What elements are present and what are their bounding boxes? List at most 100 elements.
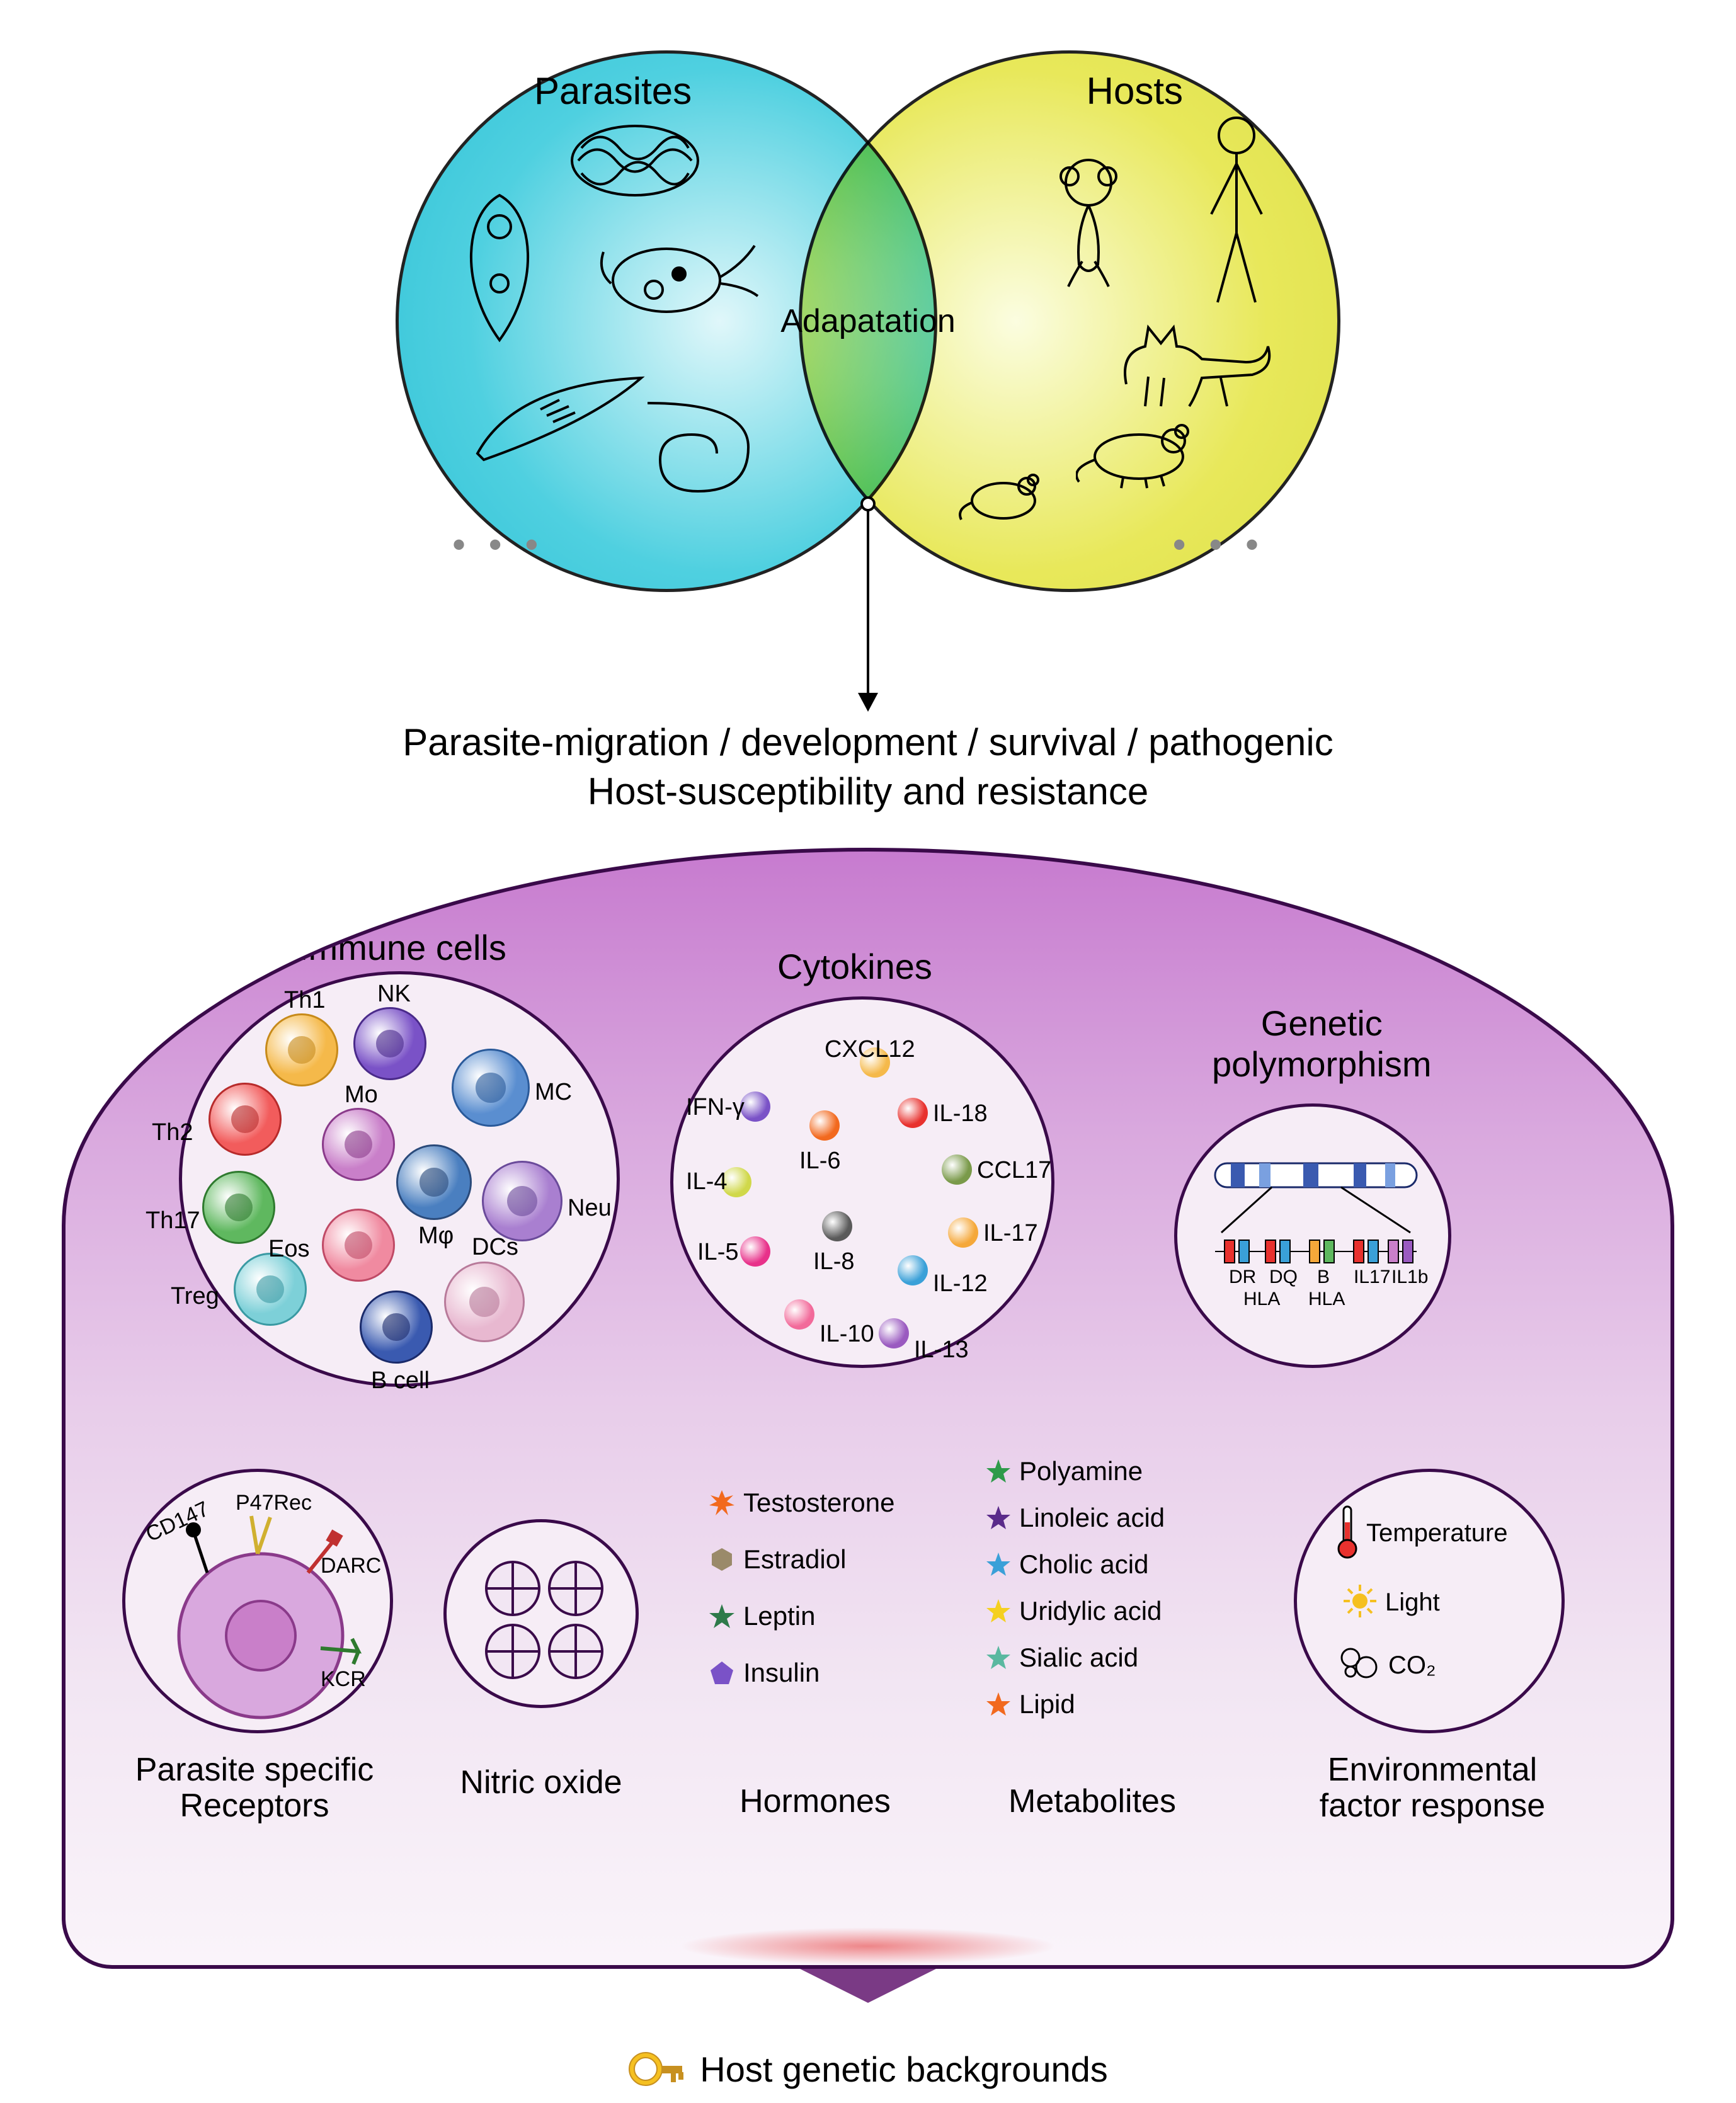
rec-darc: DARC [321, 1554, 381, 1578]
cytokine-label: IL-8 [813, 1248, 854, 1275]
key-icon [628, 2041, 685, 2097]
metabolite-item: Linoleic acid [985, 1503, 1165, 1533]
hormone-item: Leptin [708, 1601, 894, 1631]
host-human-icon [1196, 113, 1277, 315]
cytokine-il-5 [740, 1236, 770, 1267]
cytokines-circle: CXCL12 IFN-γ IL-6 IL-18 IL-4 CCL17 IL-5 IL-8 IL-… [670, 996, 1054, 1368]
venn-diagram: Parasites Hosts Adapatation • • • • • • [333, 38, 1403, 605]
cytokines-title: Cytokines [777, 946, 932, 987]
metabolite-star-icon [985, 1458, 1012, 1485]
metabolite-item: Uridylic acid [985, 1596, 1165, 1626]
immune-cell-label: NK [377, 981, 411, 1008]
metabolite-label: Linoleic acid [1019, 1503, 1165, 1533]
venn-arrow [867, 504, 869, 699]
metabolite-star-icon [985, 1644, 1012, 1671]
svg-text:HLA: HLA [1308, 1289, 1345, 1309]
parasite-trypanosome-icon [465, 365, 654, 472]
cytokine-label: IL-12 [933, 1270, 988, 1297]
immune-cell-label: Mo [345, 1081, 378, 1108]
env-co2-label: CO₂ [1388, 1651, 1436, 1680]
cytokine-label: CXCL12 [825, 1036, 915, 1063]
immune-cell-label: DCs [472, 1234, 518, 1261]
immune-cell-th17 [202, 1171, 275, 1244]
immune-cell-label: MC [535, 1079, 572, 1106]
svg-text:DR: DR [1229, 1267, 1256, 1287]
light-icon [1341, 1582, 1379, 1620]
metabolite-star-icon [985, 1598, 1012, 1624]
immune-cell-th2 [208, 1083, 282, 1156]
immune-cell-mφ [396, 1144, 472, 1220]
svg-text:IL17: IL17 [1354, 1267, 1390, 1287]
env-circle: Temperature Light CO₂ [1294, 1469, 1565, 1733]
immune-cell-eos [322, 1209, 395, 1282]
cytokine-label: IL-6 [799, 1148, 840, 1175]
hormone-label: Testosterone [743, 1488, 894, 1518]
cytokine-label: IL-18 [933, 1100, 988, 1127]
cytokine-il-6 [809, 1110, 840, 1141]
host-mouse-icon [956, 466, 1051, 529]
thermometer-icon [1335, 1503, 1360, 1560]
cytokine-label: IL-13 [914, 1336, 969, 1364]
venn-dots-left: • • • [452, 523, 544, 566]
cytokine-il-18 [898, 1098, 928, 1128]
arrow-origin-icon [860, 496, 876, 511]
cytokine-il-10 [784, 1299, 814, 1330]
immune-cell-label: B cell [371, 1367, 430, 1394]
cytokine-label: IL-5 [697, 1239, 738, 1266]
metabolite-star-icon [985, 1551, 1012, 1578]
metabolite-star-icon [985, 1691, 1012, 1718]
immune-cell-nk [353, 1007, 426, 1080]
immune-cells-title: Immune cells [299, 927, 506, 968]
receptors-circle: CD147 P47Rec DARC KCR [122, 1469, 393, 1733]
genetic-title: Genetic polymorphism [1212, 1003, 1432, 1085]
immune-cells-circle: Th1Th2Th17TregNKMoMφEosB cellMCNeuDCs [179, 971, 620, 1387]
parasite-fluke-icon [446, 189, 553, 346]
hormone-shape-icon [708, 1659, 736, 1687]
hormone-label: Estradiol [743, 1544, 846, 1575]
metabolite-label: Polyamine [1019, 1456, 1143, 1486]
cytokine-il-12 [898, 1255, 928, 1285]
env-title: Environmental factor response [1275, 1752, 1590, 1824]
cytokine-label: IFN-γ [686, 1094, 745, 1121]
parasite-mito-icon [566, 120, 704, 202]
parasite-flagellate-icon [597, 227, 761, 334]
rec-p47: P47Rec [236, 1491, 312, 1515]
env-light-label: Light [1385, 1588, 1440, 1617]
co2-icon [1338, 1645, 1382, 1680]
cytokine-ifn-γ [740, 1091, 770, 1122]
mid-line2: Host-susceptibility and resistance [403, 767, 1333, 816]
venn-arrowhead-icon [858, 693, 878, 712]
immune-cell-label: Th17 [146, 1207, 200, 1234]
cytokine-il-8 [822, 1211, 852, 1241]
hormone-shape-icon [708, 1602, 736, 1630]
cytokine-label: CCL17 [977, 1157, 1051, 1184]
cytokine-il-17 [948, 1217, 978, 1248]
host-monkey-icon [1038, 151, 1139, 290]
immune-cell-th1 [265, 1013, 338, 1086]
nitric-title: Nitric oxide [437, 1765, 645, 1801]
rec-kcr: KCR [321, 1667, 366, 1692]
metabolite-label: Sialic acid [1019, 1643, 1138, 1673]
svg-text:B: B [1317, 1267, 1330, 1287]
chromosome-icon: DR DQ B IL17 IL1b HLA HLA [1177, 1107, 1454, 1371]
hormone-item: Testosterone [708, 1488, 894, 1518]
immune-cell-label: Neu [568, 1195, 612, 1222]
cytokine-label: IL-4 [686, 1168, 727, 1195]
figure-root: Parasites Hosts Adapatation • • • • • • [25, 25, 1711, 2097]
host-cat-icon [1101, 309, 1277, 416]
mid-line1: Parasite-migration / development / survi… [403, 718, 1333, 767]
metabolite-label: Cholic acid [1019, 1549, 1148, 1580]
dome-glow [679, 1927, 1057, 1965]
metabolites-title: Metabolites [985, 1784, 1199, 1820]
immune-cell-mc [452, 1049, 530, 1127]
metabolite-label: Uridylic acid [1019, 1596, 1162, 1626]
nitric-circle [443, 1519, 639, 1708]
immune-cell-mo [322, 1108, 395, 1181]
mid-text: Parasite-migration / development / survi… [403, 718, 1333, 816]
immune-cell-dcs [444, 1262, 525, 1342]
venn-right-label: Hosts [1087, 69, 1183, 113]
key-row: Host genetic backgrounds [628, 2041, 1108, 2097]
immune-cell-neu [482, 1161, 562, 1241]
genetic-circle: DR DQ B IL17 IL1b HLA HLA [1174, 1103, 1451, 1368]
cytokine-ccl17 [942, 1154, 972, 1185]
